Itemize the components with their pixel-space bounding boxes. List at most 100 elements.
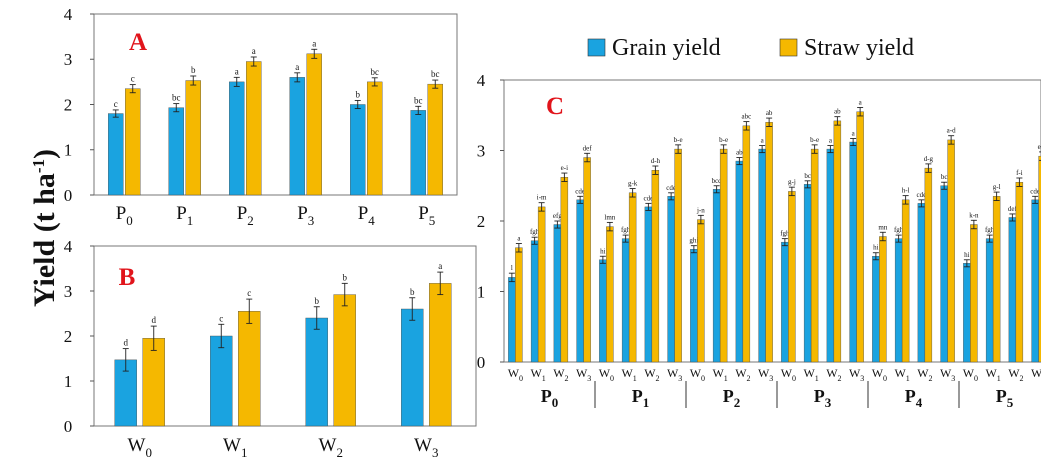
- y-tick-label: 3: [64, 50, 73, 69]
- bar-grain: [401, 308, 424, 427]
- significance-letter: d-h: [651, 157, 661, 165]
- y-tick-label: 0: [477, 353, 486, 372]
- significance-letter: ab: [766, 109, 773, 117]
- bar-straw: [333, 294, 356, 427]
- x-group-label: P0: [541, 386, 559, 410]
- bar-straw: [537, 206, 546, 363]
- bar-straw: [185, 80, 201, 196]
- bar-grain: [849, 141, 857, 363]
- bar-straw: [765, 122, 773, 363]
- x-subcategory-label: W1: [530, 366, 545, 383]
- bar-grain: [735, 160, 744, 363]
- significance-letter: bc: [431, 69, 440, 79]
- significance-letter: c: [247, 288, 251, 298]
- x-subcategory-label: W3: [576, 366, 591, 383]
- significance-letter: l: [511, 264, 513, 272]
- bar-grain: [108, 113, 124, 196]
- significance-letter: ab: [834, 108, 841, 116]
- bar-straw: [879, 236, 887, 363]
- bar-straw: [246, 61, 262, 196]
- y-tick-label: 4: [64, 237, 73, 256]
- legend-label-straw: Straw yield: [804, 35, 914, 61]
- significance-letter: d: [124, 338, 129, 348]
- significance-letter: fgh: [621, 226, 631, 234]
- significance-letter: cde: [575, 187, 585, 195]
- bar-grain: [508, 277, 516, 363]
- x-subcategory-label: W0: [508, 366, 523, 383]
- significance-letter: e-h: [1038, 143, 1041, 151]
- x-group-label: P2: [723, 386, 741, 410]
- bar-grain: [229, 81, 245, 196]
- bar-straw: [306, 53, 322, 196]
- significance-letter: g-l: [993, 183, 1001, 191]
- bar-straw: [901, 199, 910, 363]
- significance-letter: hi: [964, 251, 970, 259]
- x-subcategory-label: W2: [917, 366, 932, 383]
- x-group-label: P1: [632, 386, 650, 410]
- x-subcategory-label: W0: [963, 366, 978, 383]
- x-subcategory-label: W2: [735, 366, 750, 383]
- bar-grain: [1008, 217, 1017, 363]
- bar-grain: [940, 185, 948, 363]
- bar-grain: [963, 263, 971, 363]
- significance-letter: d-g: [924, 155, 934, 163]
- bar-straw: [924, 167, 933, 363]
- significance-letter: a: [852, 130, 856, 138]
- bar-straw: [142, 338, 165, 427]
- bar-grain: [1031, 199, 1039, 363]
- significance-letter: a: [761, 137, 765, 145]
- significance-letter: abc: [742, 113, 752, 121]
- significance-letter: def: [583, 144, 593, 152]
- bar-grain: [621, 238, 630, 363]
- significance-letter: bc: [172, 93, 181, 103]
- significance-letter: f-i: [1016, 169, 1023, 177]
- bar-grain: [553, 224, 562, 363]
- bar-grain: [690, 248, 698, 363]
- panel-label-b: B: [119, 264, 136, 291]
- y-axis-label: Yield (t ha-1): [28, 149, 61, 307]
- significance-letter: cde: [666, 184, 676, 192]
- bar-straw: [238, 311, 261, 427]
- bar-grain: [289, 77, 305, 196]
- bar-grain: [781, 241, 789, 363]
- x-subcategory-label: W3: [1031, 366, 1041, 383]
- significance-letter: c: [114, 99, 118, 109]
- x-group-label: P5: [996, 386, 1014, 410]
- y-tick-label: 1: [477, 282, 486, 301]
- significance-letter: hi: [600, 247, 606, 255]
- significance-letter: fgh: [985, 226, 995, 234]
- bar-grain: [210, 335, 233, 427]
- bar-straw: [697, 219, 705, 363]
- bar-straw: [427, 83, 443, 196]
- x-group-label: P3: [814, 386, 832, 410]
- y-tick-label: 0: [64, 417, 73, 436]
- panel-a: 0 1 2 3 4 Ac c P0 bc b P1 a a P2 a a P3 b bc P4 bc bc P5: [64, 5, 458, 228]
- x-subcategory-label: W3: [849, 366, 864, 383]
- significance-letter: fgh: [530, 228, 540, 236]
- y-tick-label: 4: [64, 5, 73, 24]
- bar-grain: [826, 148, 835, 363]
- significance-letter: mn: [878, 223, 887, 231]
- x-subcategory-label: W3: [940, 366, 955, 383]
- significance-letter: efg: [553, 212, 562, 220]
- y-tick-label: 0: [64, 186, 73, 205]
- significance-letter: b: [356, 89, 361, 99]
- x-subcategory-label: W0: [690, 366, 705, 383]
- x-subcategory-label: W2: [553, 366, 568, 383]
- x-tick-label: W1: [223, 435, 247, 457]
- significance-letter: a-d: [947, 127, 956, 135]
- significance-letter: j-n: [696, 206, 705, 214]
- significance-letter: def: [1008, 205, 1018, 213]
- legend-label-grain: Grain yield: [612, 35, 721, 61]
- y-tick-label: 2: [64, 327, 73, 346]
- significance-letter: d: [152, 315, 157, 325]
- y-tick-label: 1: [64, 141, 73, 160]
- significance-letter: e-i: [561, 164, 568, 172]
- bar-straw: [719, 148, 728, 363]
- x-subcategory-label: W3: [667, 366, 682, 383]
- bar-grain: [576, 199, 584, 363]
- significance-letter: a: [235, 66, 239, 76]
- bar-straw: [1038, 155, 1041, 363]
- bar-straw: [1015, 182, 1024, 363]
